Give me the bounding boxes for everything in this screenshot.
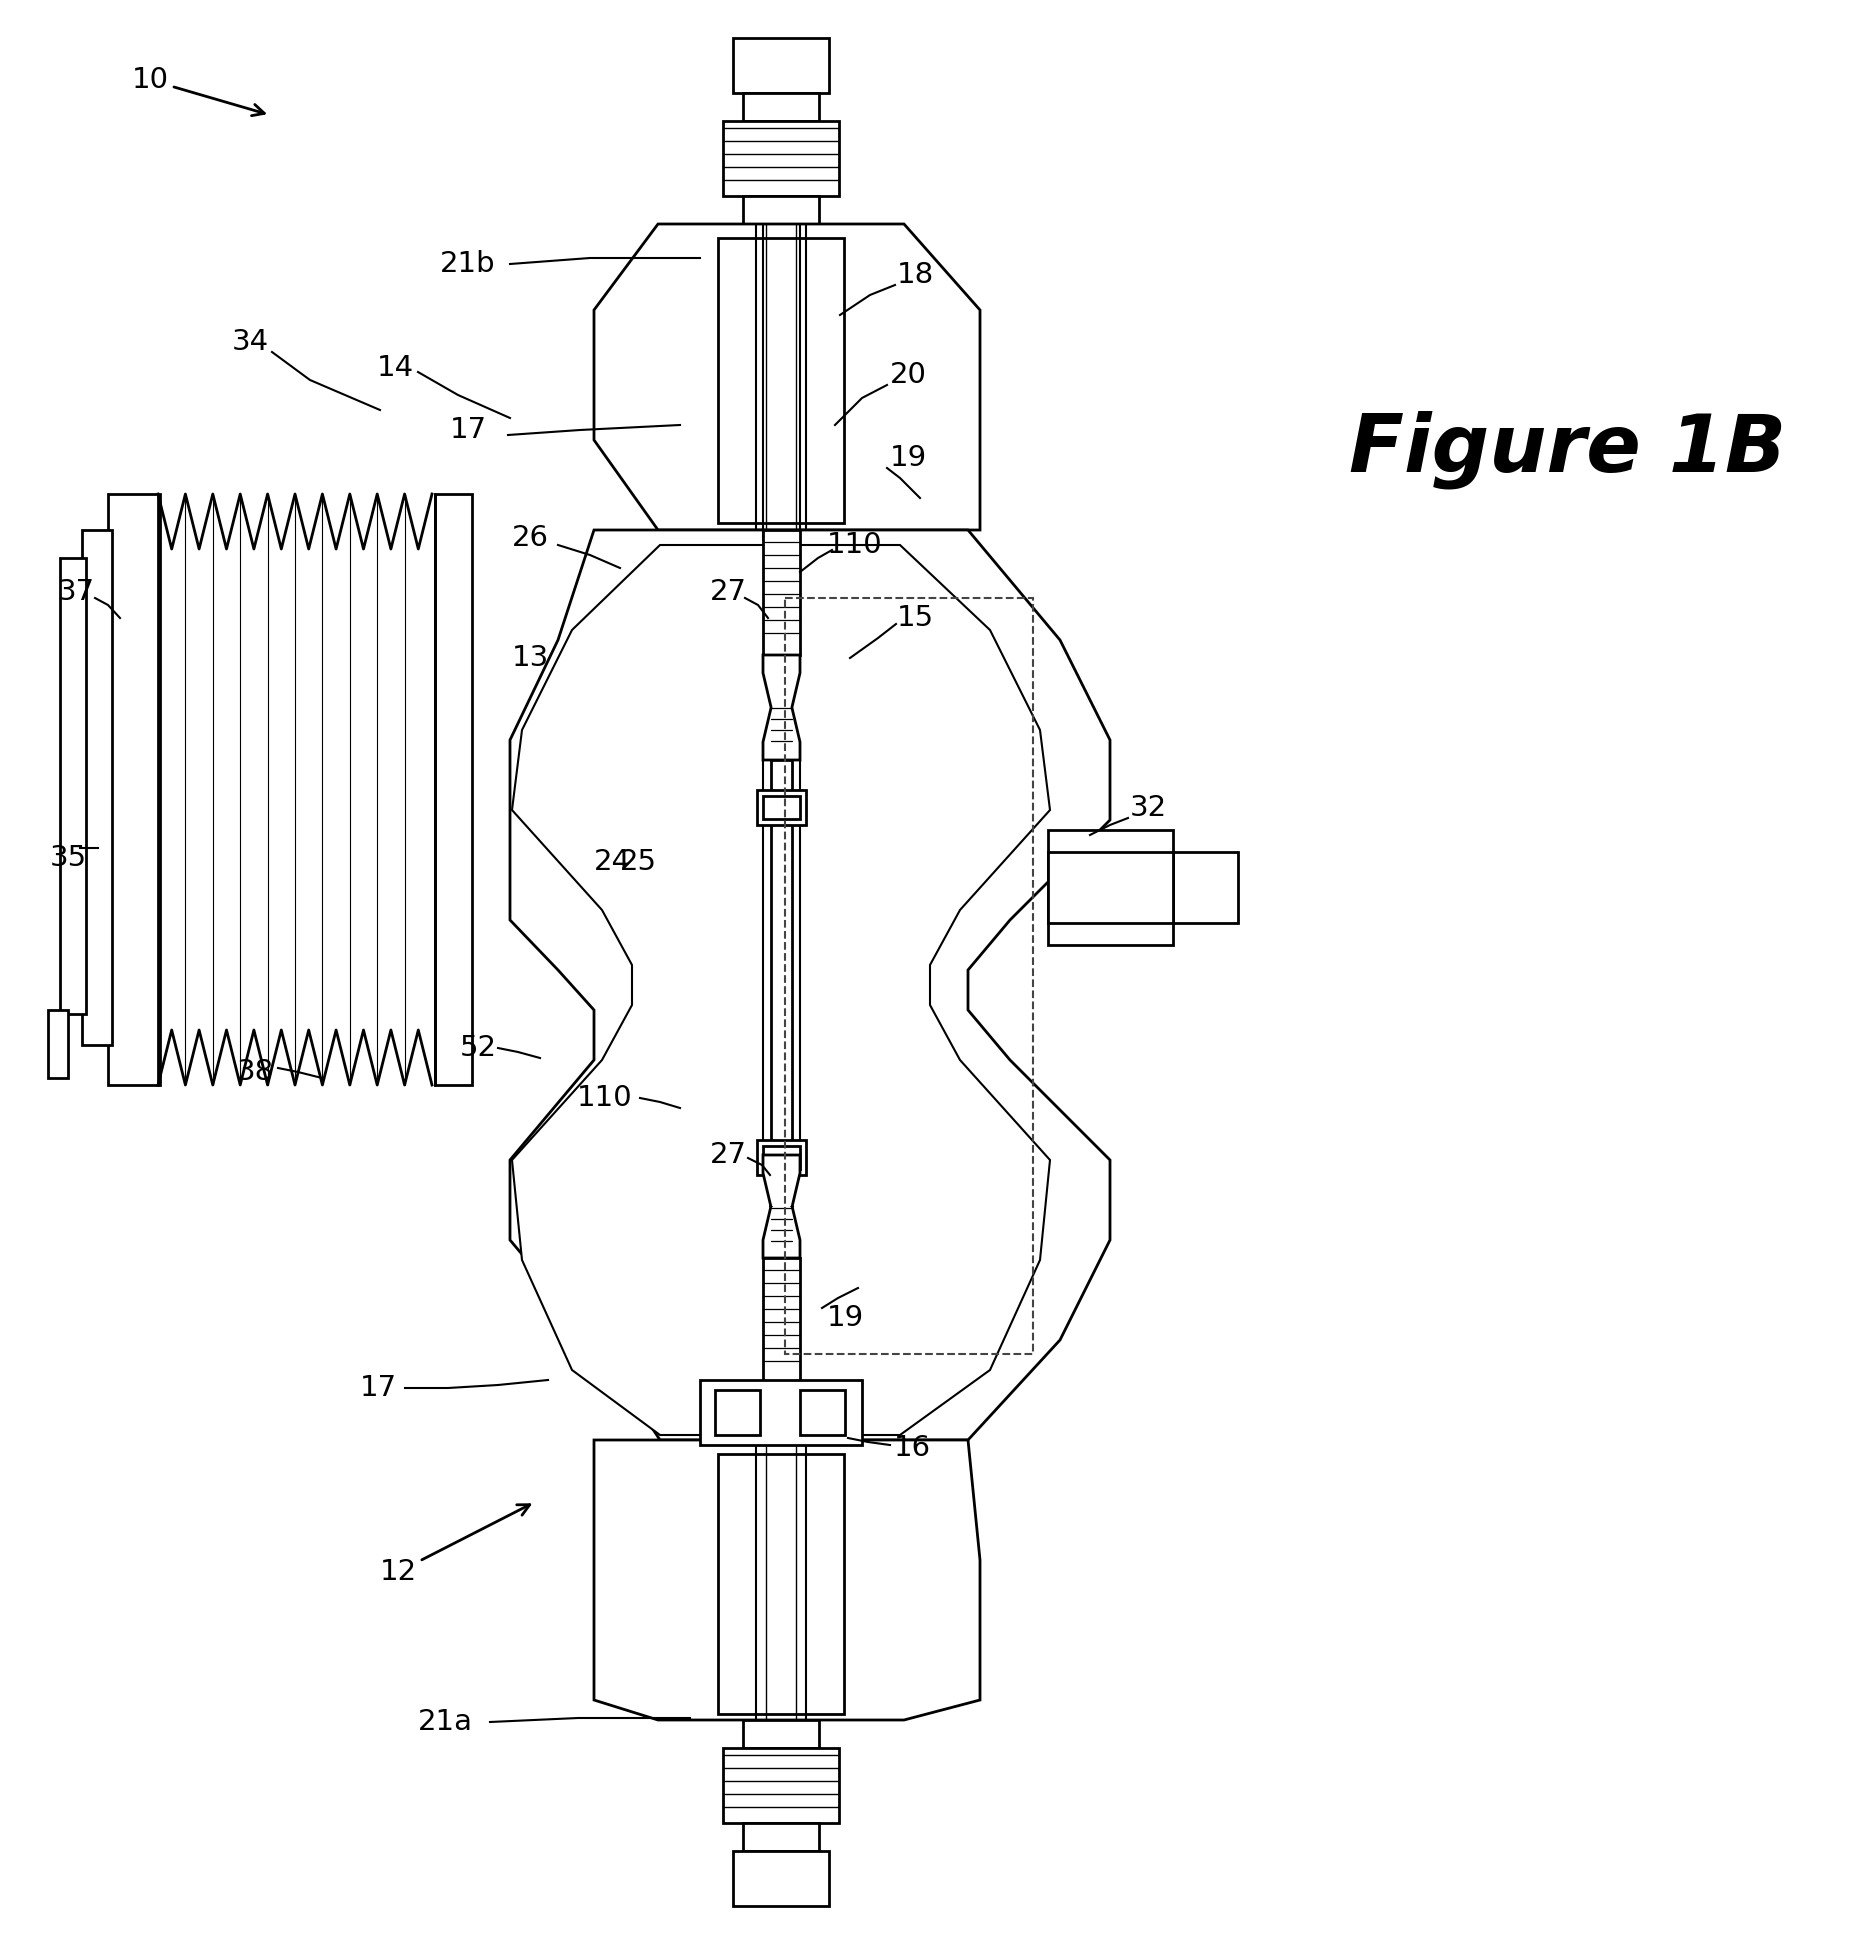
Text: 20: 20: [889, 360, 927, 390]
Bar: [723, 1747, 839, 1823]
Text: 110: 110: [577, 1083, 633, 1112]
Text: 52: 52: [459, 1034, 496, 1062]
Bar: [82, 530, 112, 1044]
Text: 13: 13: [511, 645, 548, 672]
Bar: [743, 1720, 820, 1747]
Text: 17: 17: [449, 417, 487, 444]
Bar: [719, 1453, 844, 1714]
Polygon shape: [764, 1155, 799, 1258]
Text: 25: 25: [620, 847, 657, 877]
Bar: [764, 530, 799, 655]
Bar: [434, 495, 472, 1085]
Bar: [109, 495, 159, 1085]
Text: 19: 19: [889, 444, 927, 471]
Text: 14: 14: [376, 355, 414, 382]
Text: 27: 27: [709, 1142, 747, 1169]
Text: 110: 110: [827, 532, 884, 559]
Bar: [1048, 851, 1174, 923]
Bar: [764, 1258, 799, 1383]
Text: 10: 10: [131, 66, 264, 115]
Bar: [743, 1823, 820, 1851]
Text: 37: 37: [58, 579, 95, 606]
Polygon shape: [509, 530, 1110, 1440]
Text: 15: 15: [897, 604, 934, 631]
Polygon shape: [593, 224, 981, 530]
Text: 27: 27: [709, 579, 747, 606]
Bar: [764, 1145, 799, 1169]
Bar: [784, 598, 1033, 1354]
Text: 16: 16: [893, 1434, 930, 1463]
Bar: [1048, 830, 1174, 945]
Polygon shape: [764, 655, 799, 760]
Text: 26: 26: [511, 524, 548, 551]
Text: 21a: 21a: [417, 1708, 472, 1736]
Text: 21b: 21b: [440, 249, 496, 279]
Bar: [756, 1140, 807, 1175]
Bar: [756, 791, 807, 826]
Text: 32: 32: [1129, 795, 1166, 822]
Text: Figure 1B: Figure 1B: [1350, 411, 1786, 489]
Bar: [719, 238, 844, 522]
Bar: [60, 557, 86, 1015]
Bar: [723, 121, 839, 197]
Text: 12: 12: [380, 1504, 530, 1586]
Bar: [743, 94, 820, 121]
Text: 19: 19: [826, 1303, 863, 1332]
Bar: [743, 197, 820, 224]
Text: 17: 17: [359, 1373, 397, 1403]
Text: 38: 38: [236, 1058, 273, 1085]
Bar: [734, 1851, 829, 1905]
Polygon shape: [513, 545, 1050, 1436]
Bar: [1174, 851, 1237, 923]
Bar: [700, 1379, 861, 1445]
Bar: [799, 1391, 844, 1436]
Text: 35: 35: [49, 843, 86, 873]
Polygon shape: [593, 1440, 981, 1720]
Text: 34: 34: [232, 327, 268, 356]
Text: 24: 24: [593, 847, 631, 877]
Text: 18: 18: [897, 261, 934, 288]
Bar: [715, 1391, 760, 1436]
Bar: [764, 797, 799, 818]
Bar: [771, 760, 792, 1155]
Bar: [734, 39, 829, 94]
Bar: [49, 1009, 67, 1077]
